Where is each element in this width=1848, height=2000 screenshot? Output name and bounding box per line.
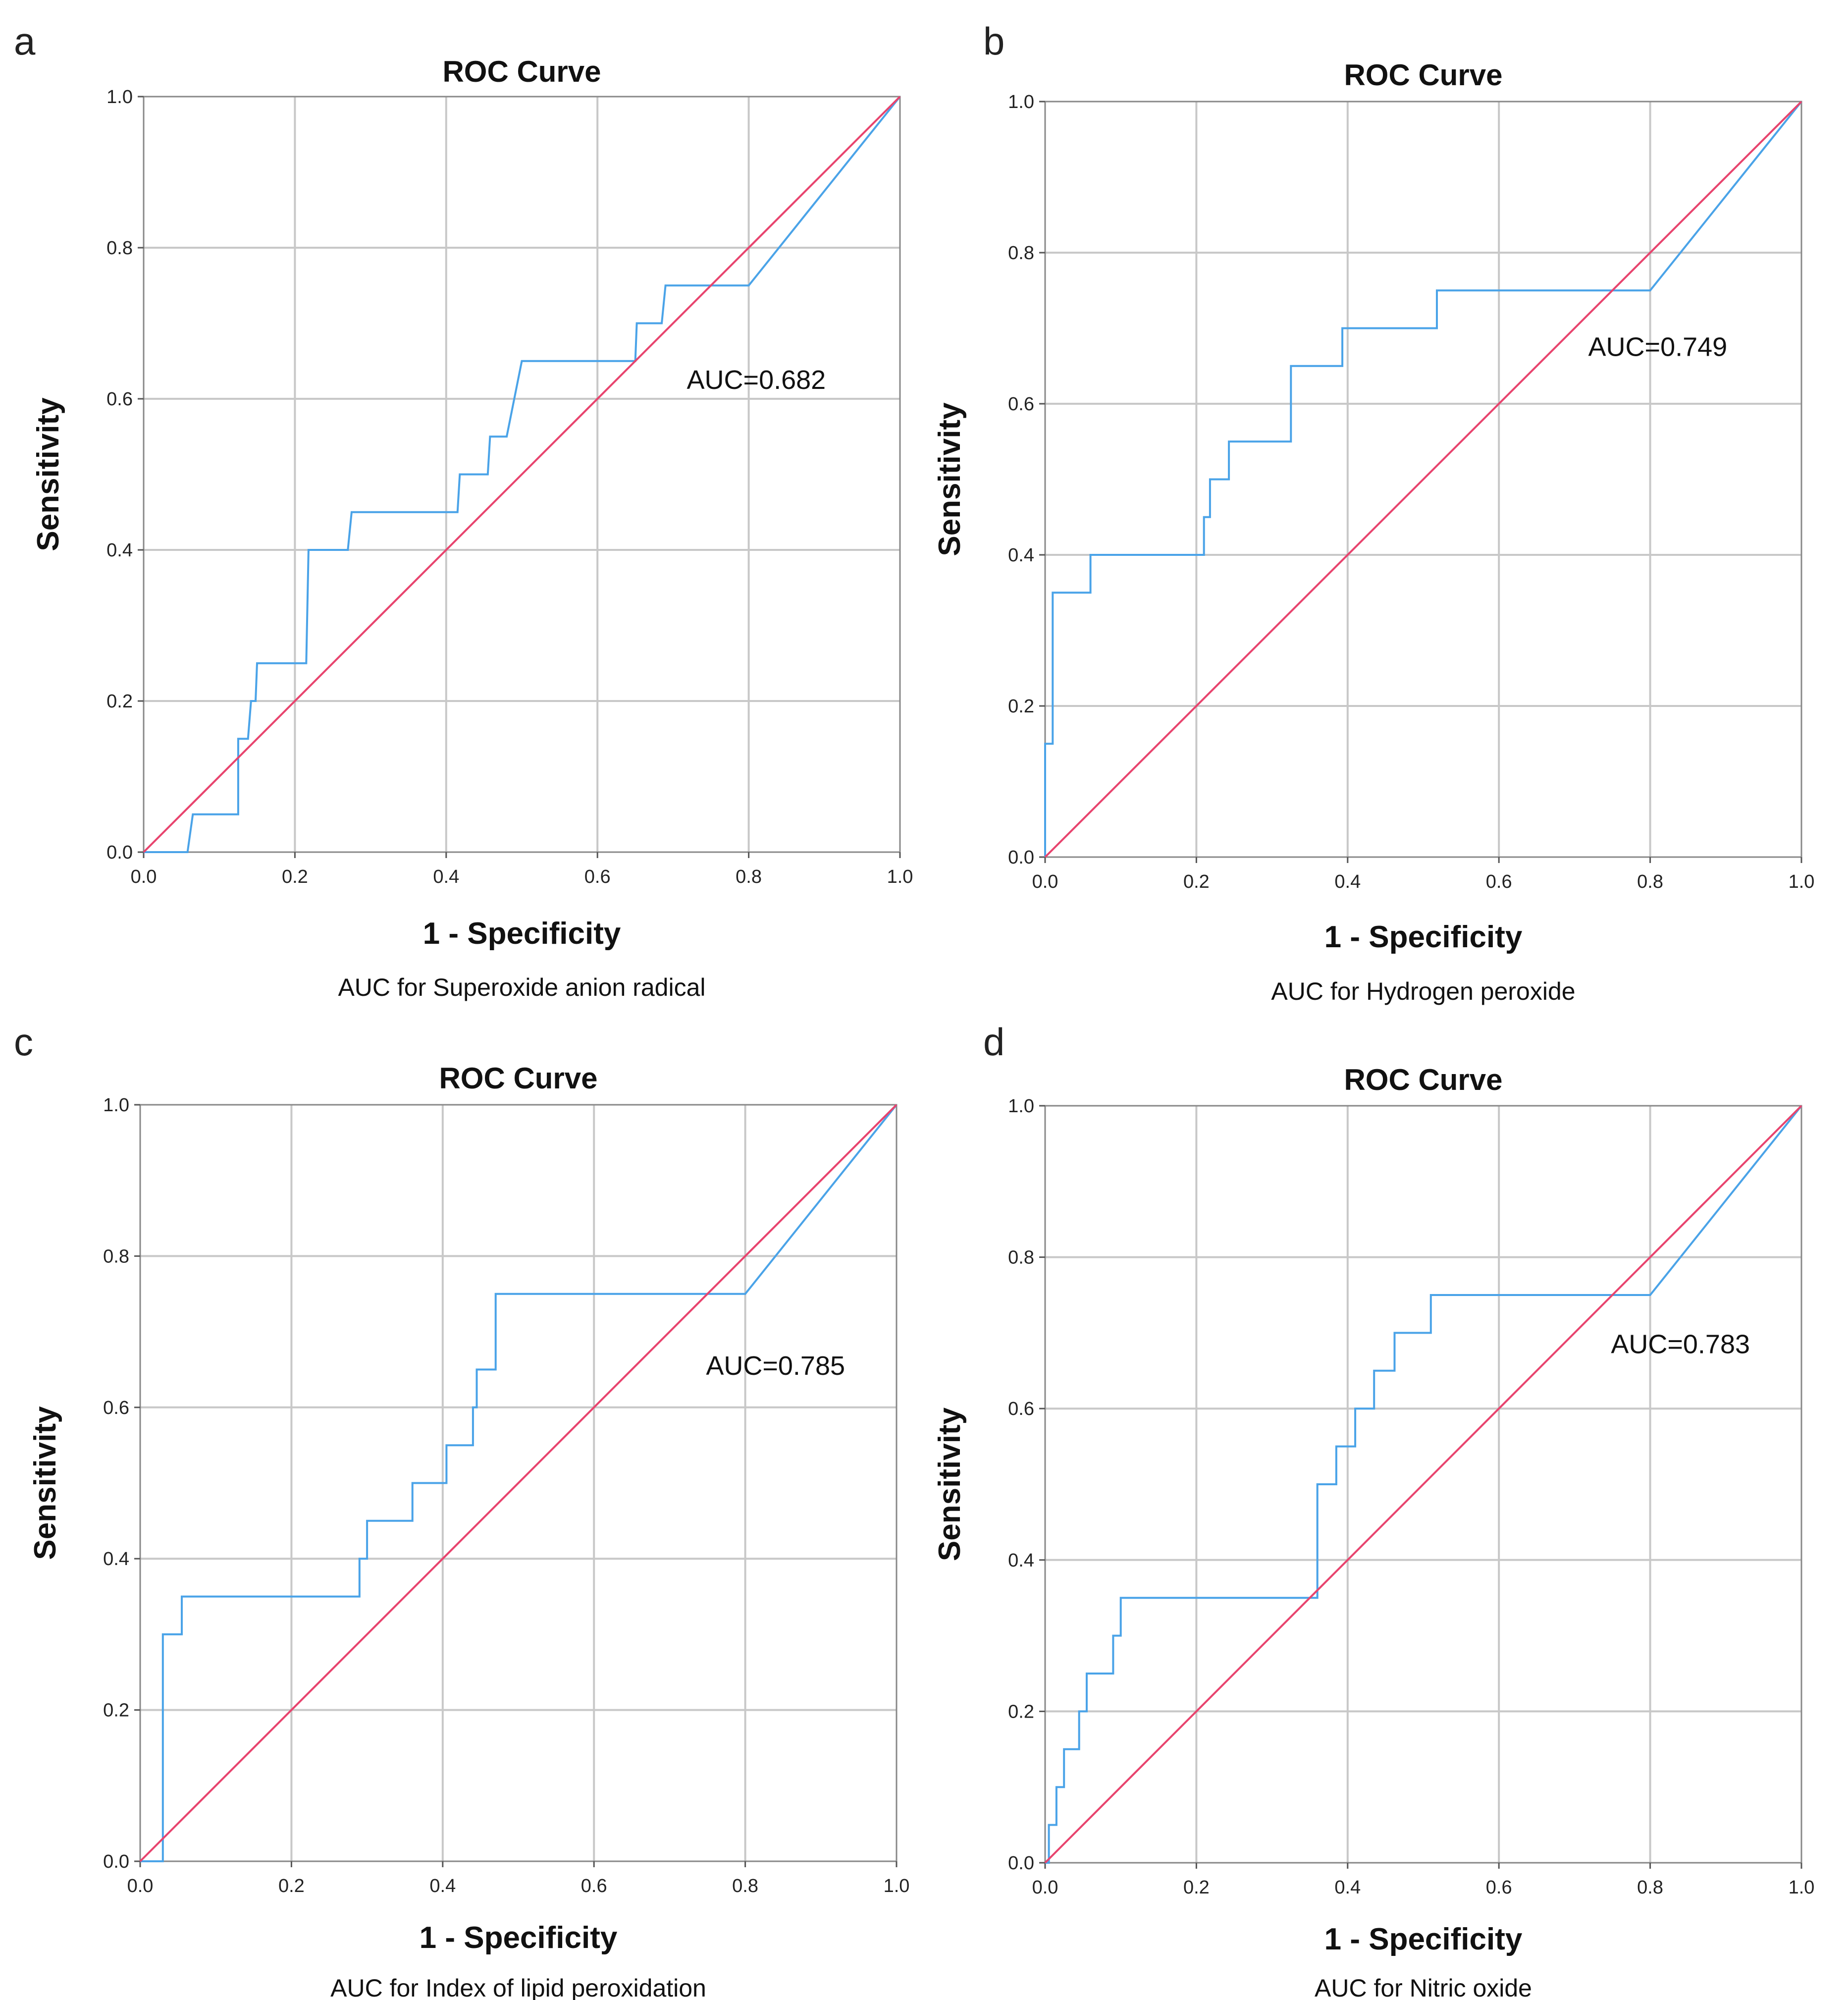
- y-tick-label: 0.0: [1008, 1853, 1034, 1874]
- y-tick-label: 0.6: [103, 1398, 129, 1418]
- panel-letter: c: [14, 1020, 33, 1064]
- y-tick-label: 1.0: [1008, 92, 1034, 112]
- y-axis-label: Sensitivity: [933, 1407, 967, 1561]
- y-tick-label: 0.8: [106, 238, 133, 259]
- y-tick-label: 0.6: [1008, 1399, 1034, 1419]
- y-tick-label: 1.0: [106, 87, 133, 108]
- x-tick-label: 0.8: [736, 866, 762, 887]
- auc-annotation: AUC=0.749: [1588, 332, 1728, 362]
- reference-line: [1044, 101, 1802, 858]
- chart-caption: AUC for Hydrogen peroxide: [1271, 977, 1575, 1005]
- x-axis-label: 1 - Specificity: [1324, 1922, 1523, 1956]
- x-tick-label: 0.4: [433, 866, 459, 887]
- y-tick-label: 0.8: [1008, 1247, 1034, 1268]
- y-tick-label: 0.4: [1008, 1550, 1034, 1571]
- chart-title: ROC Curve: [1344, 58, 1502, 92]
- x-tick-label: 0.0: [1032, 1877, 1058, 1898]
- panel-letter: d: [983, 1020, 1004, 1064]
- y-tick-label: 0.2: [103, 1700, 129, 1721]
- y-tick-label: 0.4: [103, 1549, 129, 1569]
- x-tick-label: 0.2: [282, 866, 308, 887]
- x-tick-label: 1.0: [884, 1876, 910, 1896]
- x-tick-label: 0.2: [1183, 871, 1210, 892]
- plot-frame: [143, 96, 901, 853]
- x-tick-label: 0.4: [1334, 1877, 1361, 1898]
- chart-panel-d: d ROC Curve 0.0 0.2 0.4 0.6 0.8 1.0 0.0 0.2 0.4 0.6…: [933, 1020, 1814, 2000]
- chart-panel-a: a ROC Curve 0.0 0.2 0.4 0.6 0.8 1.0 0.0 0.2 0.4 0.6…: [14, 19, 913, 1001]
- chart-caption: AUC for Superoxide anion radical: [338, 973, 705, 1001]
- panel-letter: a: [14, 19, 36, 63]
- plot-frame: [1044, 1105, 1802, 1864]
- chart-title: ROC Curve: [439, 1062, 597, 1095]
- x-tick-label: 0.6: [584, 866, 611, 887]
- y-tick-label: 1.0: [1008, 1096, 1034, 1117]
- reference-line: [143, 96, 901, 853]
- chart-caption: AUC for Nitric oxide: [1315, 1974, 1532, 2000]
- x-tick-label: 1.0: [887, 866, 913, 887]
- plot-frame: [1044, 101, 1802, 858]
- y-tick-label: 0.0: [1008, 847, 1034, 868]
- reference-line: [139, 1104, 898, 1862]
- x-tick-label: 0.8: [1637, 871, 1663, 892]
- y-tick-label: 0.4: [106, 540, 133, 561]
- y-tick-label: 0.4: [1008, 545, 1034, 566]
- reference-line: [1044, 1105, 1802, 1864]
- chart-caption: AUC for Index of lipid peroxidation: [330, 1974, 706, 2000]
- panel-letter: b: [983, 19, 1004, 63]
- x-tick-label: 0.8: [1637, 1877, 1663, 1898]
- chart-panel-b: b ROC Curve 0.0 0.2 0.4 0.6 0.8 1.0 0.0 0.2 0.4 0.6…: [933, 19, 1814, 1005]
- roc-curve-line: [140, 1104, 898, 1862]
- y-axis-label: Sensitivity: [28, 1406, 62, 1560]
- x-tick-label: 0.2: [278, 1876, 305, 1896]
- x-tick-label: 1.0: [1789, 1877, 1815, 1898]
- x-axis-label: 1 - Specificity: [1324, 920, 1523, 954]
- auc-annotation: AUC=0.682: [687, 365, 826, 395]
- x-axis-label: 1 - Specificity: [420, 1921, 618, 1955]
- y-tick-label: 0.2: [106, 691, 133, 712]
- roc-curve-line: [1045, 1105, 1802, 1864]
- x-tick-label: 0.0: [1032, 871, 1058, 892]
- y-axis-label: Sensitivity: [933, 402, 967, 556]
- roc-curve-line: [144, 96, 901, 853]
- x-tick-label: 0.4: [1334, 871, 1361, 892]
- x-tick-label: 0.6: [1486, 1877, 1512, 1898]
- x-tick-label: 0.4: [429, 1876, 456, 1896]
- x-tick-label: 0.8: [732, 1876, 758, 1896]
- x-tick-label: 0.6: [581, 1876, 607, 1896]
- y-axis-label: Sensitivity: [31, 397, 65, 551]
- roc-curve-line: [1044, 101, 1802, 857]
- y-tick-label: 0.8: [1008, 243, 1034, 264]
- x-axis-label: 1 - Specificity: [423, 917, 621, 951]
- chart-panel-c: c ROC Curve 0.0 0.2 0.4 0.6 0.8 1.0 0.0 0.2 0.4 0.6…: [14, 1020, 909, 2000]
- x-tick-label: 0.2: [1183, 1877, 1210, 1898]
- auc-annotation: AUC=0.783: [1611, 1329, 1750, 1359]
- y-tick-label: 1.0: [103, 1095, 129, 1116]
- y-tick-label: 0.0: [103, 1851, 129, 1872]
- plot-frame: [139, 1104, 898, 1862]
- y-tick-label: 0.2: [1008, 696, 1034, 717]
- y-tick-label: 0.2: [1008, 1701, 1034, 1722]
- y-tick-label: 0.6: [106, 389, 133, 410]
- x-tick-label: 0.0: [127, 1876, 154, 1896]
- chart-title: ROC Curve: [442, 55, 601, 88]
- chart-title: ROC Curve: [1344, 1063, 1502, 1096]
- x-tick-label: 0.0: [131, 866, 157, 887]
- x-tick-label: 1.0: [1789, 871, 1815, 892]
- auc-annotation: AUC=0.785: [706, 1351, 845, 1381]
- y-tick-label: 0.0: [106, 842, 133, 863]
- y-tick-label: 0.6: [1008, 394, 1034, 415]
- x-tick-label: 0.6: [1486, 871, 1512, 892]
- y-tick-label: 0.8: [103, 1246, 129, 1267]
